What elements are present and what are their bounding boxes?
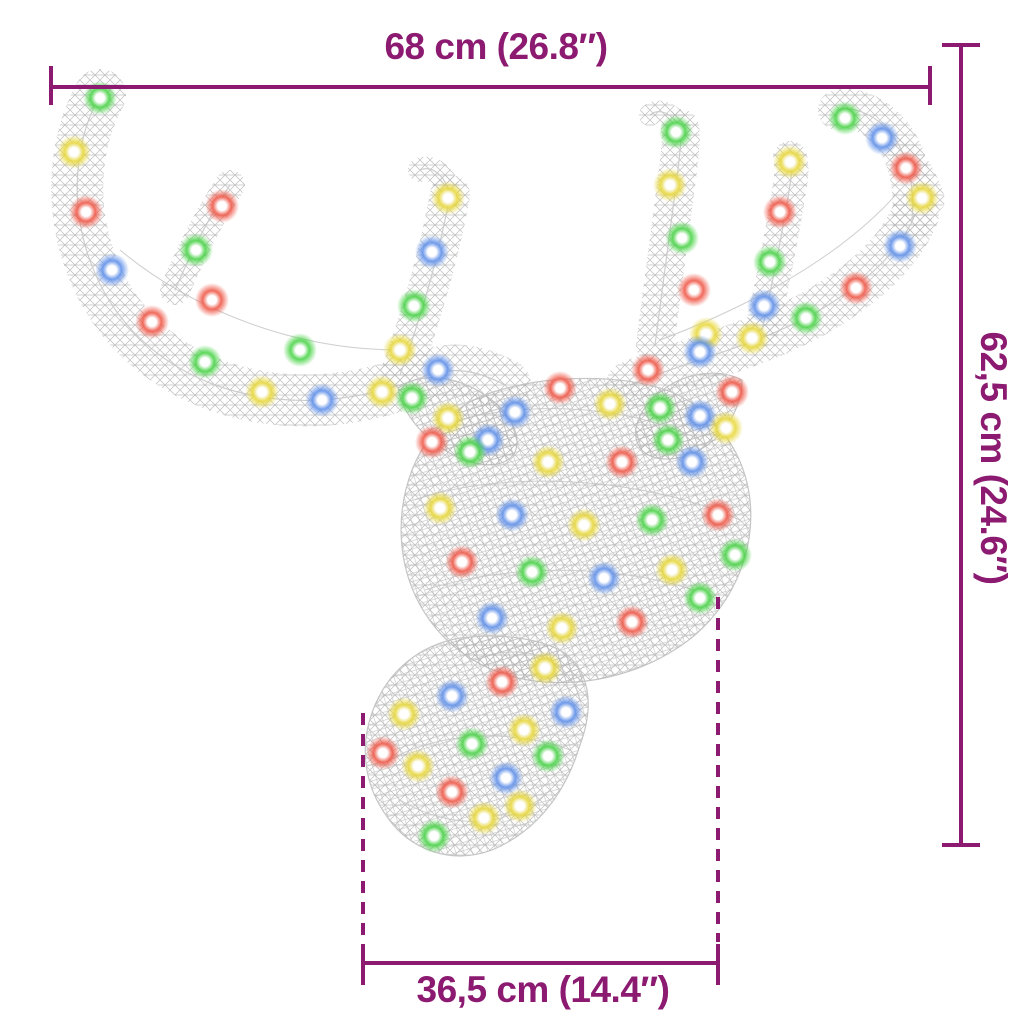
led-light [839,271,873,305]
dimension-right-tick-bottom [942,843,980,847]
led-light [245,375,279,409]
led-light [675,445,709,479]
led-light [593,387,627,421]
led-light [365,375,399,409]
dimension-bottom-extension-left [361,713,365,942]
led-light [605,445,639,479]
led-light [421,353,455,387]
dimension-right-label: 62,5 cm (24.6″) [973,331,1014,585]
led-light [701,498,735,532]
led-light [615,605,649,639]
led-light [763,195,797,229]
led-light [683,399,717,433]
led-light [715,375,749,409]
dimension-bottom-line [363,961,719,965]
led-light [528,651,562,685]
led-light [455,727,489,761]
led-light [567,508,601,542]
led-light [677,273,711,307]
led-light [397,289,431,323]
led-light [773,145,807,179]
led-light [503,789,537,823]
led-light [431,401,465,435]
dimension-bottom-tick-left [361,944,365,985]
led-light [753,245,787,279]
led-light [683,581,717,615]
led-light [366,736,400,770]
led-light [95,253,129,287]
dimension-right-tick-top [942,43,980,47]
led-light [489,761,523,795]
led-light [683,335,717,369]
led-light [305,383,339,417]
led-light [653,168,687,202]
led-light [435,775,469,809]
led-light [401,749,435,783]
led-light [57,135,91,169]
led-light [507,713,541,747]
led-light [415,425,449,459]
led-lights [57,81,939,853]
led-light [435,679,469,713]
dimension-top-line [51,85,931,89]
led-light [515,555,549,589]
led-light [283,333,317,367]
led-light [205,189,239,223]
dimension-top-tick-left [49,66,53,105]
dimension-bottom-tick-right [716,944,720,985]
led-light [587,561,621,595]
led-light [889,151,923,185]
led-light [643,391,677,425]
led-light [417,819,451,853]
led-light [718,538,752,572]
led-light [495,498,529,532]
led-light [789,301,823,335]
led-light [485,665,519,699]
led-light [865,121,899,155]
led-light [475,601,509,635]
led-light [383,333,417,367]
led-light [195,283,229,317]
dimension-top-label: 68 cm (26.8″) [384,26,608,67]
dimension-top-tick-right [928,66,932,105]
led-light [135,305,169,339]
led-light [659,115,693,149]
led-light [665,221,699,255]
led-light [545,611,579,645]
led-light [453,435,487,469]
led-light [179,233,213,267]
led-light [549,695,583,729]
led-light [467,801,501,835]
led-light [828,101,862,135]
led-light [531,739,565,773]
led-light [69,195,103,229]
led-light [445,545,479,579]
led-light [498,395,532,429]
led-light [415,235,449,269]
led-light [543,371,577,405]
dimension-bottom-label: 36,5 cm (14.4″) [416,969,670,1010]
led-light [83,81,117,115]
led-light [423,491,457,525]
led-light [651,423,685,457]
led-light [631,353,665,387]
led-light [188,345,222,379]
led-light [395,381,429,415]
led-light [655,553,689,587]
led-light [709,411,743,445]
led-light [635,503,669,537]
led-light [431,181,465,215]
dimension-right-line [959,45,963,846]
led-light [883,229,917,263]
led-light [735,321,769,355]
led-light [387,697,421,731]
led-light [905,181,939,215]
led-light [531,445,565,479]
dimension-bottom-extension-right [716,597,720,942]
led-light [747,289,781,323]
